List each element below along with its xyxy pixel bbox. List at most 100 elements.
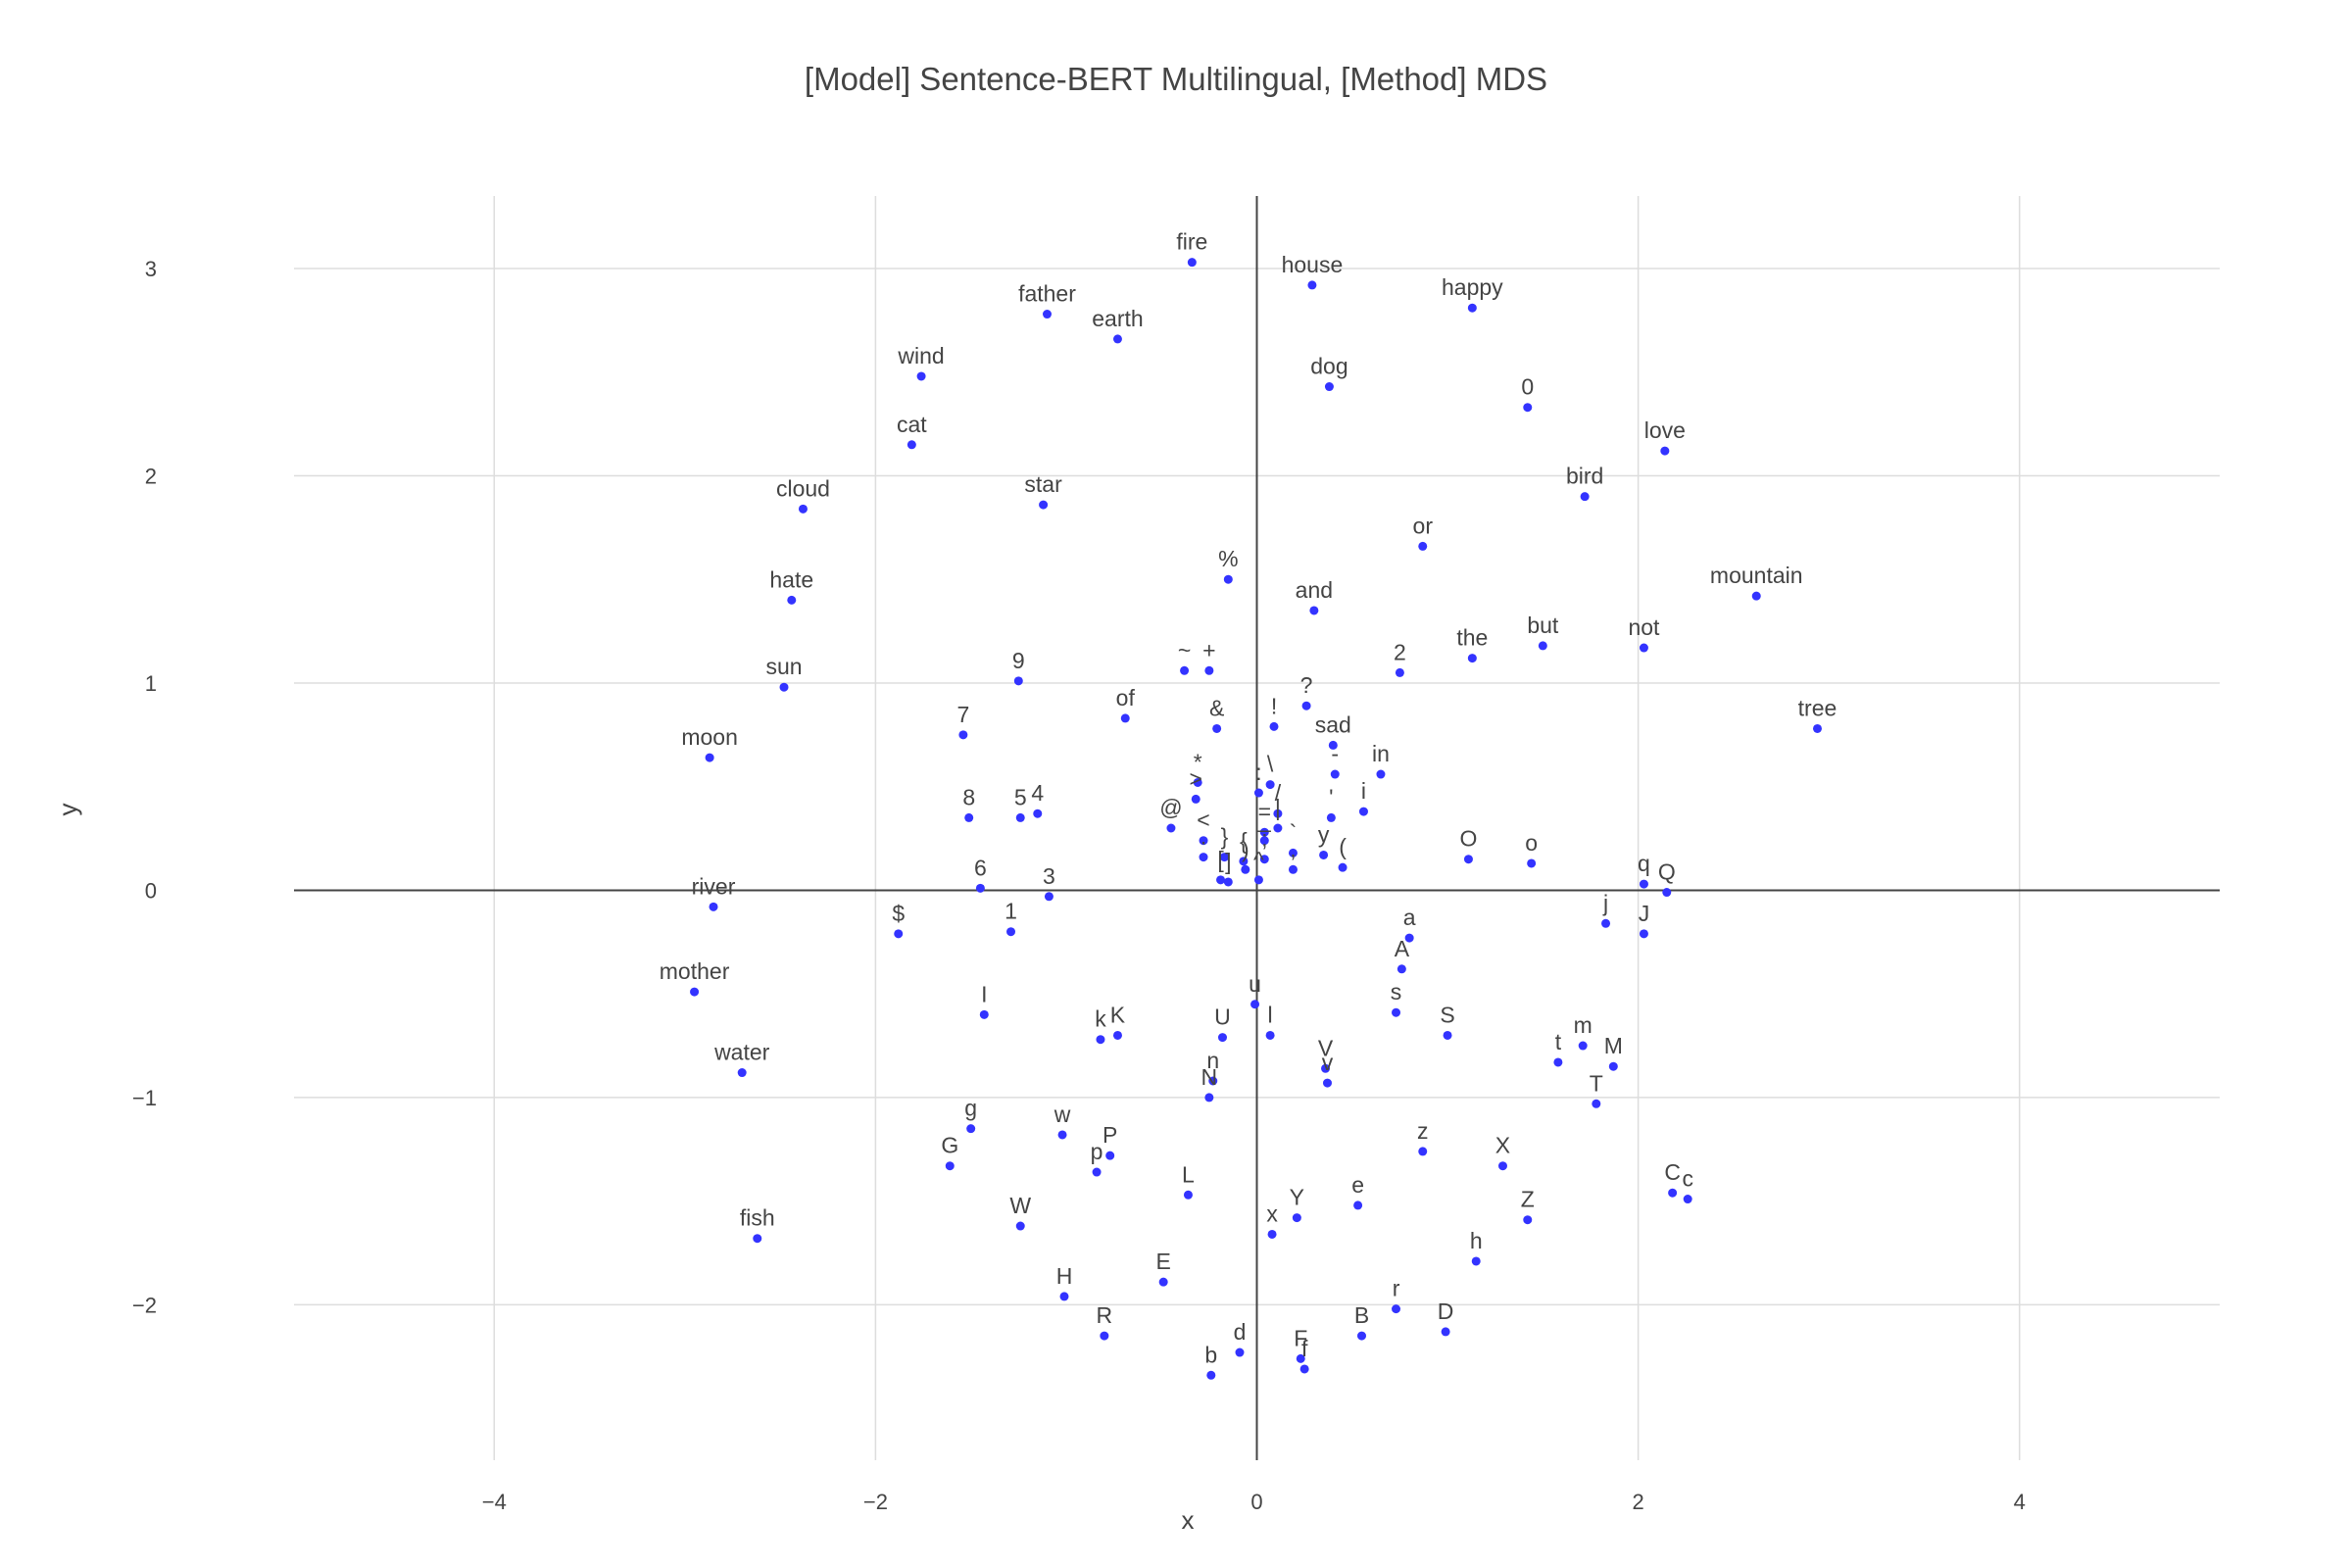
data-point (1299, 1364, 1309, 1374)
point-label: $ (892, 901, 905, 926)
point-label: | (1275, 795, 1281, 820)
point-label: love (1644, 417, 1686, 443)
point-label: < (1197, 808, 1209, 833)
data-point (1592, 1099, 1601, 1108)
point-label: B (1354, 1302, 1369, 1328)
point-label: y (1318, 821, 1330, 847)
point-label: W (1009, 1193, 1031, 1218)
data-point (1330, 769, 1340, 779)
point-label: f (1301, 1336, 1308, 1361)
point-label: p (1091, 1139, 1103, 1164)
data-point (1042, 310, 1052, 319)
data-point (966, 1124, 976, 1134)
data-point (1158, 1277, 1168, 1287)
point-label: fish (740, 1205, 775, 1231)
data-point (1105, 1151, 1115, 1160)
data-point (1193, 777, 1202, 787)
point-label: H (1056, 1263, 1073, 1289)
point-label: g (964, 1096, 977, 1121)
point-label: R (1097, 1302, 1113, 1328)
tick-labels: −4 −2 0 2 4 −2 −1 0 1 2 3 (132, 257, 2026, 1514)
point-label: & (1209, 695, 1224, 720)
point-label: fire (1176, 229, 1207, 255)
data-point (1553, 1057, 1563, 1067)
point-label: but (1527, 612, 1559, 638)
data-point (1166, 823, 1176, 833)
data-point (1467, 303, 1477, 313)
x-tick-label: −2 (863, 1490, 888, 1514)
point-label: sun (765, 654, 802, 679)
point-label: : (1255, 760, 1261, 785)
data-point (1223, 574, 1233, 584)
point-label: k (1095, 1006, 1106, 1032)
point-label: x (1266, 1200, 1278, 1226)
point-label: ` (1290, 819, 1298, 845)
point-label: or (1413, 513, 1434, 538)
data-point (1601, 918, 1611, 928)
data-point (1269, 721, 1279, 731)
data-point (1418, 541, 1428, 551)
point-label: cat (897, 412, 927, 437)
point-label: ? (1300, 672, 1313, 698)
point-label: father (1018, 281, 1076, 307)
data-point (1204, 1093, 1214, 1102)
point-label: E (1155, 1249, 1170, 1274)
x-tick-label: 0 (1250, 1490, 1262, 1514)
point-label: ! (1271, 693, 1277, 718)
point-label: i (1361, 778, 1366, 804)
point-label: { (1240, 828, 1248, 854)
point-label: = (1258, 799, 1271, 824)
zero-lines (294, 196, 2220, 1460)
data-point (979, 1009, 989, 1019)
point-label: dog (1310, 354, 1348, 379)
point-label: of (1116, 685, 1136, 710)
data-point (1259, 827, 1269, 837)
point-label: water (713, 1040, 770, 1065)
point-label: mother (660, 958, 730, 984)
point-label: ( (1339, 834, 1347, 859)
point-label: sad (1315, 711, 1351, 737)
data-point (1112, 334, 1122, 344)
point-label: @ (1159, 795, 1182, 820)
data-point (1296, 1353, 1305, 1363)
data-point (1100, 1331, 1109, 1341)
data-point (1191, 794, 1200, 804)
data-point (1033, 808, 1043, 818)
point-label: in (1372, 741, 1390, 766)
data-point (1212, 723, 1222, 733)
data-point (1288, 864, 1298, 874)
x-tick-label: −4 (482, 1490, 507, 1514)
data-point (1463, 855, 1473, 864)
data-point (737, 1068, 747, 1078)
data-point (1216, 875, 1226, 885)
point-label: P (1102, 1122, 1117, 1148)
data-point (958, 730, 968, 740)
point-label: z (1417, 1118, 1429, 1144)
data-point (1376, 769, 1386, 779)
x-axis-title: x (1182, 1505, 1195, 1535)
data-point (1324, 382, 1334, 392)
y-tick-label: −1 (132, 1086, 157, 1110)
data-point (1751, 591, 1761, 601)
point-label: + (1202, 637, 1215, 662)
point-label: C (1664, 1159, 1681, 1185)
point-label: K (1110, 1002, 1126, 1027)
data-point (1812, 723, 1822, 733)
point-label: cloud (776, 475, 830, 501)
data-point (1265, 1030, 1275, 1040)
point-label: I (981, 981, 987, 1006)
data-point (1199, 836, 1208, 846)
data-point (1580, 492, 1590, 502)
point-label: w (1054, 1102, 1071, 1127)
data-point (1328, 740, 1338, 750)
point-label: S (1440, 1002, 1454, 1027)
point-label: 4 (1031, 780, 1044, 806)
data-point (1204, 665, 1214, 675)
data-point (1096, 1035, 1105, 1045)
point-label: * (1194, 749, 1202, 774)
point-label: 2 (1394, 639, 1406, 664)
data-point (1039, 500, 1049, 510)
point-label: % (1218, 546, 1238, 571)
point-label: T (1590, 1070, 1603, 1096)
